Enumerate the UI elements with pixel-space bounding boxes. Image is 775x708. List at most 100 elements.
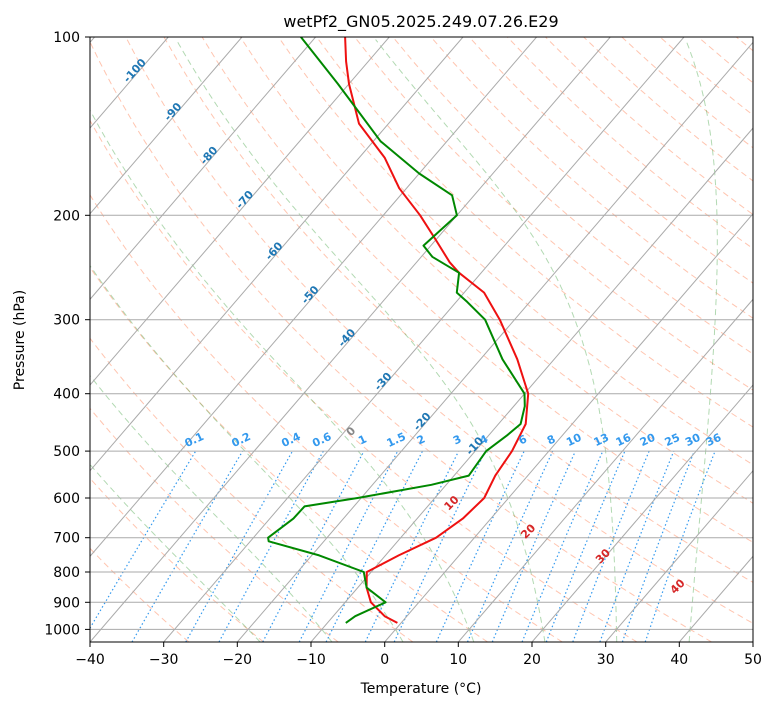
isotherm-line (457, 298, 753, 642)
mixing-ratio-line (545, 450, 626, 642)
isotherm-label: -90 (162, 100, 185, 124)
mixing-ratio-label: 20 (638, 431, 658, 449)
mixing-ratio-label: 1 (356, 432, 368, 447)
dry-adiabat (90, 477, 264, 642)
line-labels: 0.1 0.2 0.4 0.6 1 1.5 2 3 4 6 8 10 13 16 20 25 30 36-100-… (121, 56, 724, 597)
y-tick-label: 300 (53, 313, 80, 329)
dry-adiabats (90, 37, 753, 642)
moist-adiabat (175, 39, 546, 642)
y-tick-label: 600 (53, 491, 80, 507)
plot-frame (89, 36, 754, 643)
dry-adiabat (90, 547, 190, 642)
mixing-ratio-line (466, 450, 554, 642)
mixing-ratio-label: 13 (592, 431, 611, 449)
moist-adiabat-label: 40 (668, 576, 688, 596)
dry-adiabat (507, 37, 753, 250)
y-tick-label: 400 (53, 387, 80, 403)
skewed-isotherms (90, 37, 753, 642)
dry-adiabat (163, 37, 753, 583)
mixing-ratio-line (599, 450, 675, 642)
dry-adiabat (90, 407, 339, 642)
mixing-ratio-label: 0.2 (230, 430, 253, 450)
isotherm-line (605, 469, 753, 642)
moist-adiabat-label: 10 (442, 493, 462, 513)
mixing-ratio-label: 3 (451, 432, 463, 447)
isotherm-line (90, 37, 464, 472)
mixing-ratio-label: 8 (545, 432, 557, 447)
isotherm-label: -80 (198, 144, 221, 168)
y-tick-label: 500 (53, 444, 80, 460)
y-axis-ticks: 100 200 300 400 500 600 700 800 900 1000 (44, 30, 90, 638)
x-tick-label: 40 (670, 652, 688, 668)
dry-adiabat (545, 37, 753, 216)
y-tick-label: 800 (53, 565, 80, 581)
x-tick-label: 30 (597, 652, 615, 668)
isotherm-label: -40 (335, 326, 358, 350)
x-tick-label: 0 (380, 652, 389, 668)
isotherm-line (90, 37, 390, 386)
dry-adiabat (125, 37, 753, 624)
isotherm-line (90, 37, 537, 558)
isotherm-line (531, 384, 753, 642)
dry-adiabat (90, 119, 638, 642)
mixing-ratio-label: 1.5 (385, 430, 408, 450)
moist-adiabat (90, 264, 404, 642)
x-tick-label: −10 (296, 652, 326, 668)
x-tick-label: −20 (223, 652, 253, 668)
mixing-ratio-line (491, 450, 576, 642)
isotherm-label: -100 (121, 56, 149, 85)
y-tick-label: 700 (53, 531, 80, 547)
x-tick-label: −40 (75, 652, 105, 668)
isotherm-label: -30 (372, 370, 395, 394)
dry-adiabat (354, 37, 753, 391)
y-tick-label: 100 (53, 30, 80, 46)
x-tick-label: 50 (744, 652, 762, 668)
moist-adiabat (90, 374, 333, 642)
x-axis-ticks: −40 −30 −20 −10 0 10 20 30 40 50 (75, 642, 762, 668)
mixing-ratio-line (131, 450, 244, 642)
dry-adiabat (697, 37, 753, 84)
moist-adiabat-label: 20 (518, 521, 538, 541)
dry-adiabat (90, 40, 712, 642)
x-tick-label: −30 (149, 652, 179, 668)
dry-adiabat (430, 37, 753, 319)
x-tick-label: 20 (523, 652, 541, 668)
mixing-ratio-label: 36 (704, 431, 724, 449)
isotherm-label: -60 (263, 239, 286, 263)
mixing-ratio-line (185, 450, 294, 642)
dry-adiabat (735, 37, 753, 52)
isotherm-label: -50 (299, 283, 322, 307)
y-axis-label: Pressure (hPa) (12, 290, 28, 390)
mixing-ratio-line (393, 450, 486, 642)
pressure-gridlines (90, 37, 753, 630)
dry-adiabat (316, 37, 753, 428)
mixing-ratio-label: 0.6 (310, 430, 333, 450)
mixing-ratio-label: 0.4 (279, 430, 302, 450)
isotherm-line (678, 555, 753, 642)
mixing-ratio-line (644, 450, 716, 642)
moist-adiabat (90, 109, 475, 642)
isotherm-line (163, 37, 685, 642)
temperature-line (344, 37, 530, 624)
moist-adiabat (685, 39, 718, 642)
mixing-ratio-lines (90, 450, 716, 642)
mixing-ratio-label: 2 (415, 432, 427, 447)
y-tick-label: 200 (53, 208, 80, 224)
dry-adiabat (239, 37, 753, 504)
moist-adiabats (90, 39, 718, 642)
dry-adiabat (201, 37, 753, 543)
isotherm-label: -20 (411, 410, 434, 434)
x-axis-label: Temperature (°C) (360, 681, 482, 697)
mixing-ratio-line (621, 450, 695, 642)
mixing-ratio-line (521, 450, 604, 642)
dewpoint-line (267, 37, 526, 624)
mixing-ratio-label: 16 (614, 431, 634, 449)
dry-adiabat (468, 37, 753, 284)
dry-adiabat (90, 266, 488, 642)
moist-adiabat-label: 30 (593, 546, 613, 566)
y-tick-label: 900 (53, 595, 80, 611)
isotherm-line (752, 641, 753, 642)
isotherm-line (310, 127, 753, 642)
mixing-ratio-label: 30 (683, 431, 703, 449)
